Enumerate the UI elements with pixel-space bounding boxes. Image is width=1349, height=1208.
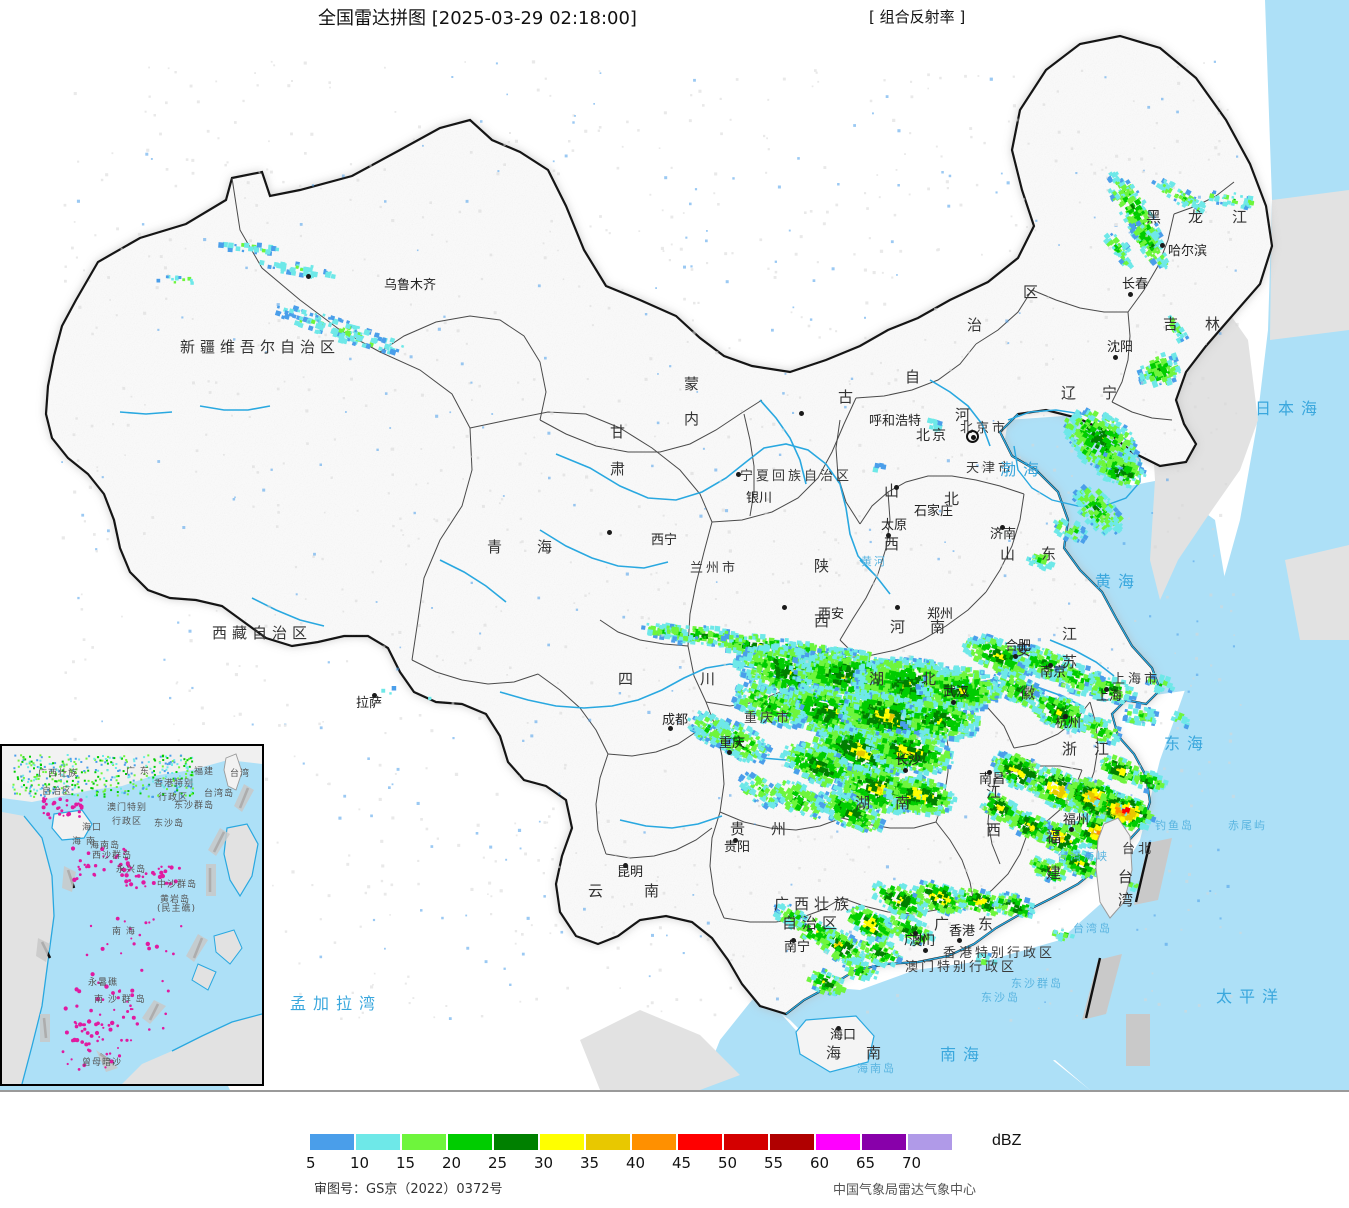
city-dot-17[interactable] — [1013, 654, 1018, 659]
colorbar-tick-9: 50 — [718, 1154, 738, 1172]
colorbar-swatch-6[interactable] — [586, 1134, 630, 1150]
capital-marker-beijing[interactable] — [966, 430, 979, 443]
map-canvas[interactable]: 新疆维吾尔自治区 西藏自治区青海甘肃内蒙古自治区四川云南贵州陕西山西河南河北山东江… — [0, 0, 1349, 1090]
inset-map — [2, 746, 262, 1084]
legend-mode: [ 组合反射率 ] — [869, 8, 966, 26]
city-dot-14[interactable] — [951, 700, 956, 705]
legend-title: 全国雷达拼图 [2025-03-29 02:18:00] — [318, 8, 637, 29]
city-dot-4[interactable] — [799, 411, 804, 416]
city-dot-10[interactable] — [668, 726, 673, 731]
colorbar-swatch-5[interactable] — [540, 1134, 584, 1150]
colorbar-swatch-9[interactable] — [724, 1134, 768, 1150]
china-radar-map — [0, 0, 1349, 1090]
hainan-island — [795, 1015, 875, 1073]
city-dot-2[interactable] — [607, 530, 612, 535]
colorbar-tick-12: 65 — [856, 1154, 876, 1172]
city-dot-0[interactable] — [306, 274, 311, 279]
city-dot-23[interactable] — [791, 938, 796, 943]
city-dot-21[interactable] — [1069, 827, 1074, 832]
colorbar-swatch-1[interactable] — [356, 1134, 400, 1150]
city-dot-29[interactable] — [923, 948, 928, 953]
taiwan-island — [1095, 817, 1133, 919]
map-tile-gap — [1082, 838, 1172, 1066]
colorbar-swatch-11[interactable] — [816, 1134, 860, 1150]
colorbar-tick-1: 10 — [350, 1154, 370, 1172]
colorbar-tick-3: 20 — [442, 1154, 462, 1172]
colorbar-swatch-13[interactable] — [908, 1134, 952, 1150]
city-dot-26[interactable] — [1128, 292, 1133, 297]
colorbar-swatch-7[interactable] — [632, 1134, 676, 1150]
organization-credit: 中国气象局雷达气象中心 — [833, 1183, 977, 1198]
city-dot-9[interactable] — [895, 605, 900, 610]
colorbar-swatch-8[interactable] — [678, 1134, 722, 1150]
colorbar-tick-2: 15 — [396, 1154, 416, 1172]
colorbar-tick-5: 30 — [534, 1154, 554, 1172]
city-dot-20[interactable] — [1063, 714, 1068, 719]
city-dot-27[interactable] — [1160, 243, 1165, 248]
city-dot-13[interactable] — [623, 863, 628, 868]
colorbar-swatch-12[interactable] — [862, 1134, 906, 1150]
colorbar-swatch-4[interactable] — [494, 1134, 538, 1150]
colorbar-tick-6: 35 — [580, 1154, 600, 1172]
colorbar-tick-8: 45 — [672, 1154, 692, 1172]
city-dot-3[interactable] — [736, 472, 741, 477]
map-tile-gap-line — [1084, 841, 1152, 1019]
city-dot-19[interactable] — [1104, 687, 1109, 692]
city-dot-22[interactable] — [913, 931, 918, 936]
colorbar-tick-7: 40 — [626, 1154, 646, 1172]
colorbar-tick-10: 55 — [764, 1154, 784, 1172]
city-dot-8[interactable] — [782, 605, 787, 610]
colorbar-tick-11: 60 — [810, 1154, 830, 1172]
colorbar-swatch-3[interactable] — [448, 1134, 492, 1150]
colorbar-swatch-0[interactable] — [310, 1134, 354, 1150]
colorbar-tick-0: 5 — [306, 1154, 316, 1172]
map-approval-number: 审图号：GS京（2022）0372号 — [314, 1182, 503, 1197]
city-dot-6[interactable] — [886, 533, 891, 538]
colorbar-swatch-10[interactable] — [770, 1134, 814, 1150]
city-dot-11[interactable] — [727, 750, 732, 755]
city-dot-25[interactable] — [1113, 355, 1118, 360]
city-dot-18[interactable] — [1048, 663, 1053, 668]
city-dot-28[interactable] — [957, 938, 962, 943]
city-dot-7[interactable] — [1000, 525, 1005, 530]
colorbar-tick-13: 70 — [902, 1154, 922, 1172]
city-dot-1[interactable] — [372, 693, 377, 698]
colorbar-swatch-2[interactable] — [402, 1134, 446, 1150]
city-dot-5[interactable] — [894, 485, 899, 490]
city-dot-12[interactable] — [733, 838, 738, 843]
city-dot-16[interactable] — [987, 770, 992, 775]
radar-echo-layer — [61, 60, 1255, 1023]
south-china-sea-inset[interactable]: 广西壮族 自治区广 东福建 台湾 台湾岛 香港特别 行政区 澳门特别 行政区 东沙群岛 东沙岛 海口… — [0, 744, 264, 1086]
colorbar-tick-4: 25 — [488, 1154, 508, 1172]
dbz-colorbar[interactable] — [310, 1134, 952, 1150]
city-dot-15[interactable] — [903, 768, 908, 773]
dbz-unit-label: dBZ — [992, 1132, 1022, 1149]
city-dot-24[interactable] — [836, 1026, 841, 1031]
